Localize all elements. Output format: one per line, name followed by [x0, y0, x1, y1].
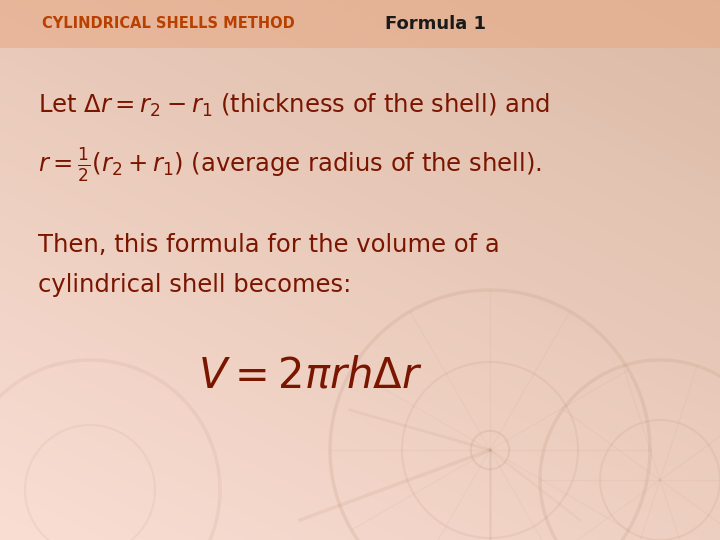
Text: cylindrical shell becomes:: cylindrical shell becomes: — [38, 273, 351, 297]
Text: Then, this formula for the volume of a: Then, this formula for the volume of a — [38, 233, 500, 257]
Text: $r = \frac{1}{2}\left(r_2 + r_1\right)$ (average radius of the shell).: $r = \frac{1}{2}\left(r_2 + r_1\right)$ … — [38, 146, 541, 184]
Text: Let $\Delta r = r_2 - r_1$ (thickness of the shell) and: Let $\Delta r = r_2 - r_1$ (thickness of… — [38, 91, 550, 119]
Text: CYLINDRICAL SHELLS METHOD: CYLINDRICAL SHELLS METHOD — [42, 17, 294, 31]
Text: Formula 1: Formula 1 — [385, 15, 486, 33]
Text: $V = 2\pi r h \Delta r$: $V = 2\pi r h \Delta r$ — [198, 354, 422, 396]
Bar — [0, 0, 720, 48]
